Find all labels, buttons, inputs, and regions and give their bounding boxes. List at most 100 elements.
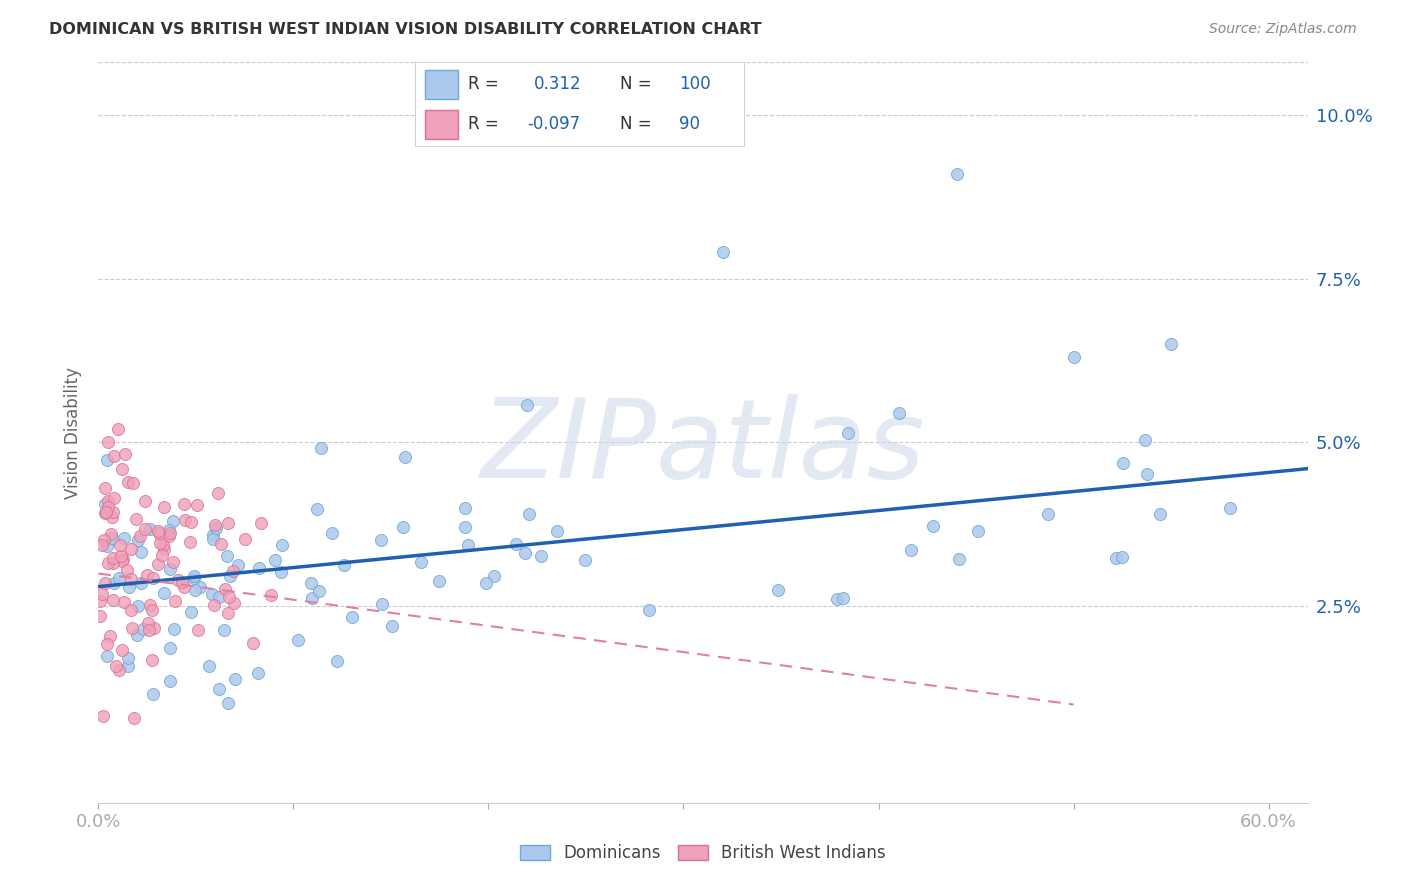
Point xyxy=(371,597,394,611)
Point xyxy=(107,663,129,677)
Point xyxy=(173,580,195,594)
Point xyxy=(546,524,568,538)
Point xyxy=(100,510,122,524)
Point xyxy=(224,672,246,686)
Point xyxy=(97,435,120,450)
Point xyxy=(103,576,125,591)
Point xyxy=(128,528,150,542)
Point xyxy=(141,687,163,701)
Point xyxy=(152,538,174,552)
Point xyxy=(198,659,221,673)
Point xyxy=(457,538,479,552)
Point xyxy=(299,576,322,591)
Point xyxy=(89,593,111,607)
Point xyxy=(121,621,143,635)
Point xyxy=(159,640,181,655)
Point xyxy=(900,543,922,558)
FancyBboxPatch shape xyxy=(425,110,458,139)
Point xyxy=(1111,549,1133,564)
Point xyxy=(120,542,142,557)
Point xyxy=(411,555,433,569)
Point xyxy=(249,516,271,530)
Point xyxy=(118,580,141,594)
Text: 0.312: 0.312 xyxy=(534,76,581,94)
Point xyxy=(100,526,122,541)
Point xyxy=(453,520,475,534)
Point xyxy=(215,549,238,564)
Point xyxy=(114,447,136,461)
Point xyxy=(173,497,195,511)
Point xyxy=(120,603,142,617)
Point xyxy=(948,552,970,566)
Point xyxy=(97,500,120,514)
Point xyxy=(96,637,118,651)
Point xyxy=(837,426,859,441)
Point xyxy=(174,513,197,527)
Point xyxy=(107,422,129,436)
Point xyxy=(202,598,225,612)
Point xyxy=(505,537,527,551)
Point xyxy=(112,595,135,609)
Point xyxy=(945,167,967,181)
Point xyxy=(136,615,159,630)
Point xyxy=(138,624,160,638)
Text: N =: N = xyxy=(620,115,651,133)
Point xyxy=(93,497,115,511)
Point xyxy=(90,587,112,601)
Point xyxy=(103,449,125,463)
Point xyxy=(201,528,224,542)
Point xyxy=(305,501,328,516)
Point xyxy=(108,538,131,552)
Point xyxy=(94,575,117,590)
Point xyxy=(115,563,138,577)
Point xyxy=(825,592,848,607)
FancyBboxPatch shape xyxy=(415,62,745,147)
Point xyxy=(184,583,207,598)
Point xyxy=(111,552,134,566)
Point xyxy=(96,649,118,664)
Point xyxy=(226,558,249,572)
Point xyxy=(129,545,152,559)
Point xyxy=(263,553,285,567)
Point xyxy=(1135,434,1157,448)
Point xyxy=(922,519,945,533)
Point xyxy=(110,549,132,564)
Point xyxy=(101,551,124,566)
Point xyxy=(482,569,505,583)
Point xyxy=(311,441,333,455)
Point xyxy=(209,537,232,551)
Point xyxy=(139,598,162,612)
Point xyxy=(217,606,239,620)
Point xyxy=(134,494,156,508)
Point xyxy=(218,591,240,605)
Point xyxy=(180,515,202,529)
Point xyxy=(152,500,174,515)
Point xyxy=(142,621,165,635)
Point xyxy=(217,516,239,530)
Point xyxy=(270,538,292,552)
Point xyxy=(260,588,283,602)
Point xyxy=(242,636,264,650)
Point xyxy=(340,609,363,624)
Point xyxy=(394,450,416,465)
FancyBboxPatch shape xyxy=(425,70,458,99)
Point xyxy=(187,624,209,638)
Point xyxy=(766,583,789,598)
Point xyxy=(134,522,156,536)
Point xyxy=(308,583,330,598)
Point xyxy=(91,538,114,552)
Point xyxy=(515,398,537,412)
Point xyxy=(110,554,132,568)
Point xyxy=(326,654,349,668)
Point xyxy=(427,574,450,588)
Point xyxy=(105,659,128,673)
Point xyxy=(111,461,134,475)
Point xyxy=(183,570,205,584)
Point xyxy=(112,531,135,545)
Point xyxy=(219,568,242,582)
Point xyxy=(246,666,269,681)
Point xyxy=(183,569,205,583)
Point xyxy=(97,556,120,570)
Point xyxy=(831,591,853,606)
Point xyxy=(101,593,124,607)
